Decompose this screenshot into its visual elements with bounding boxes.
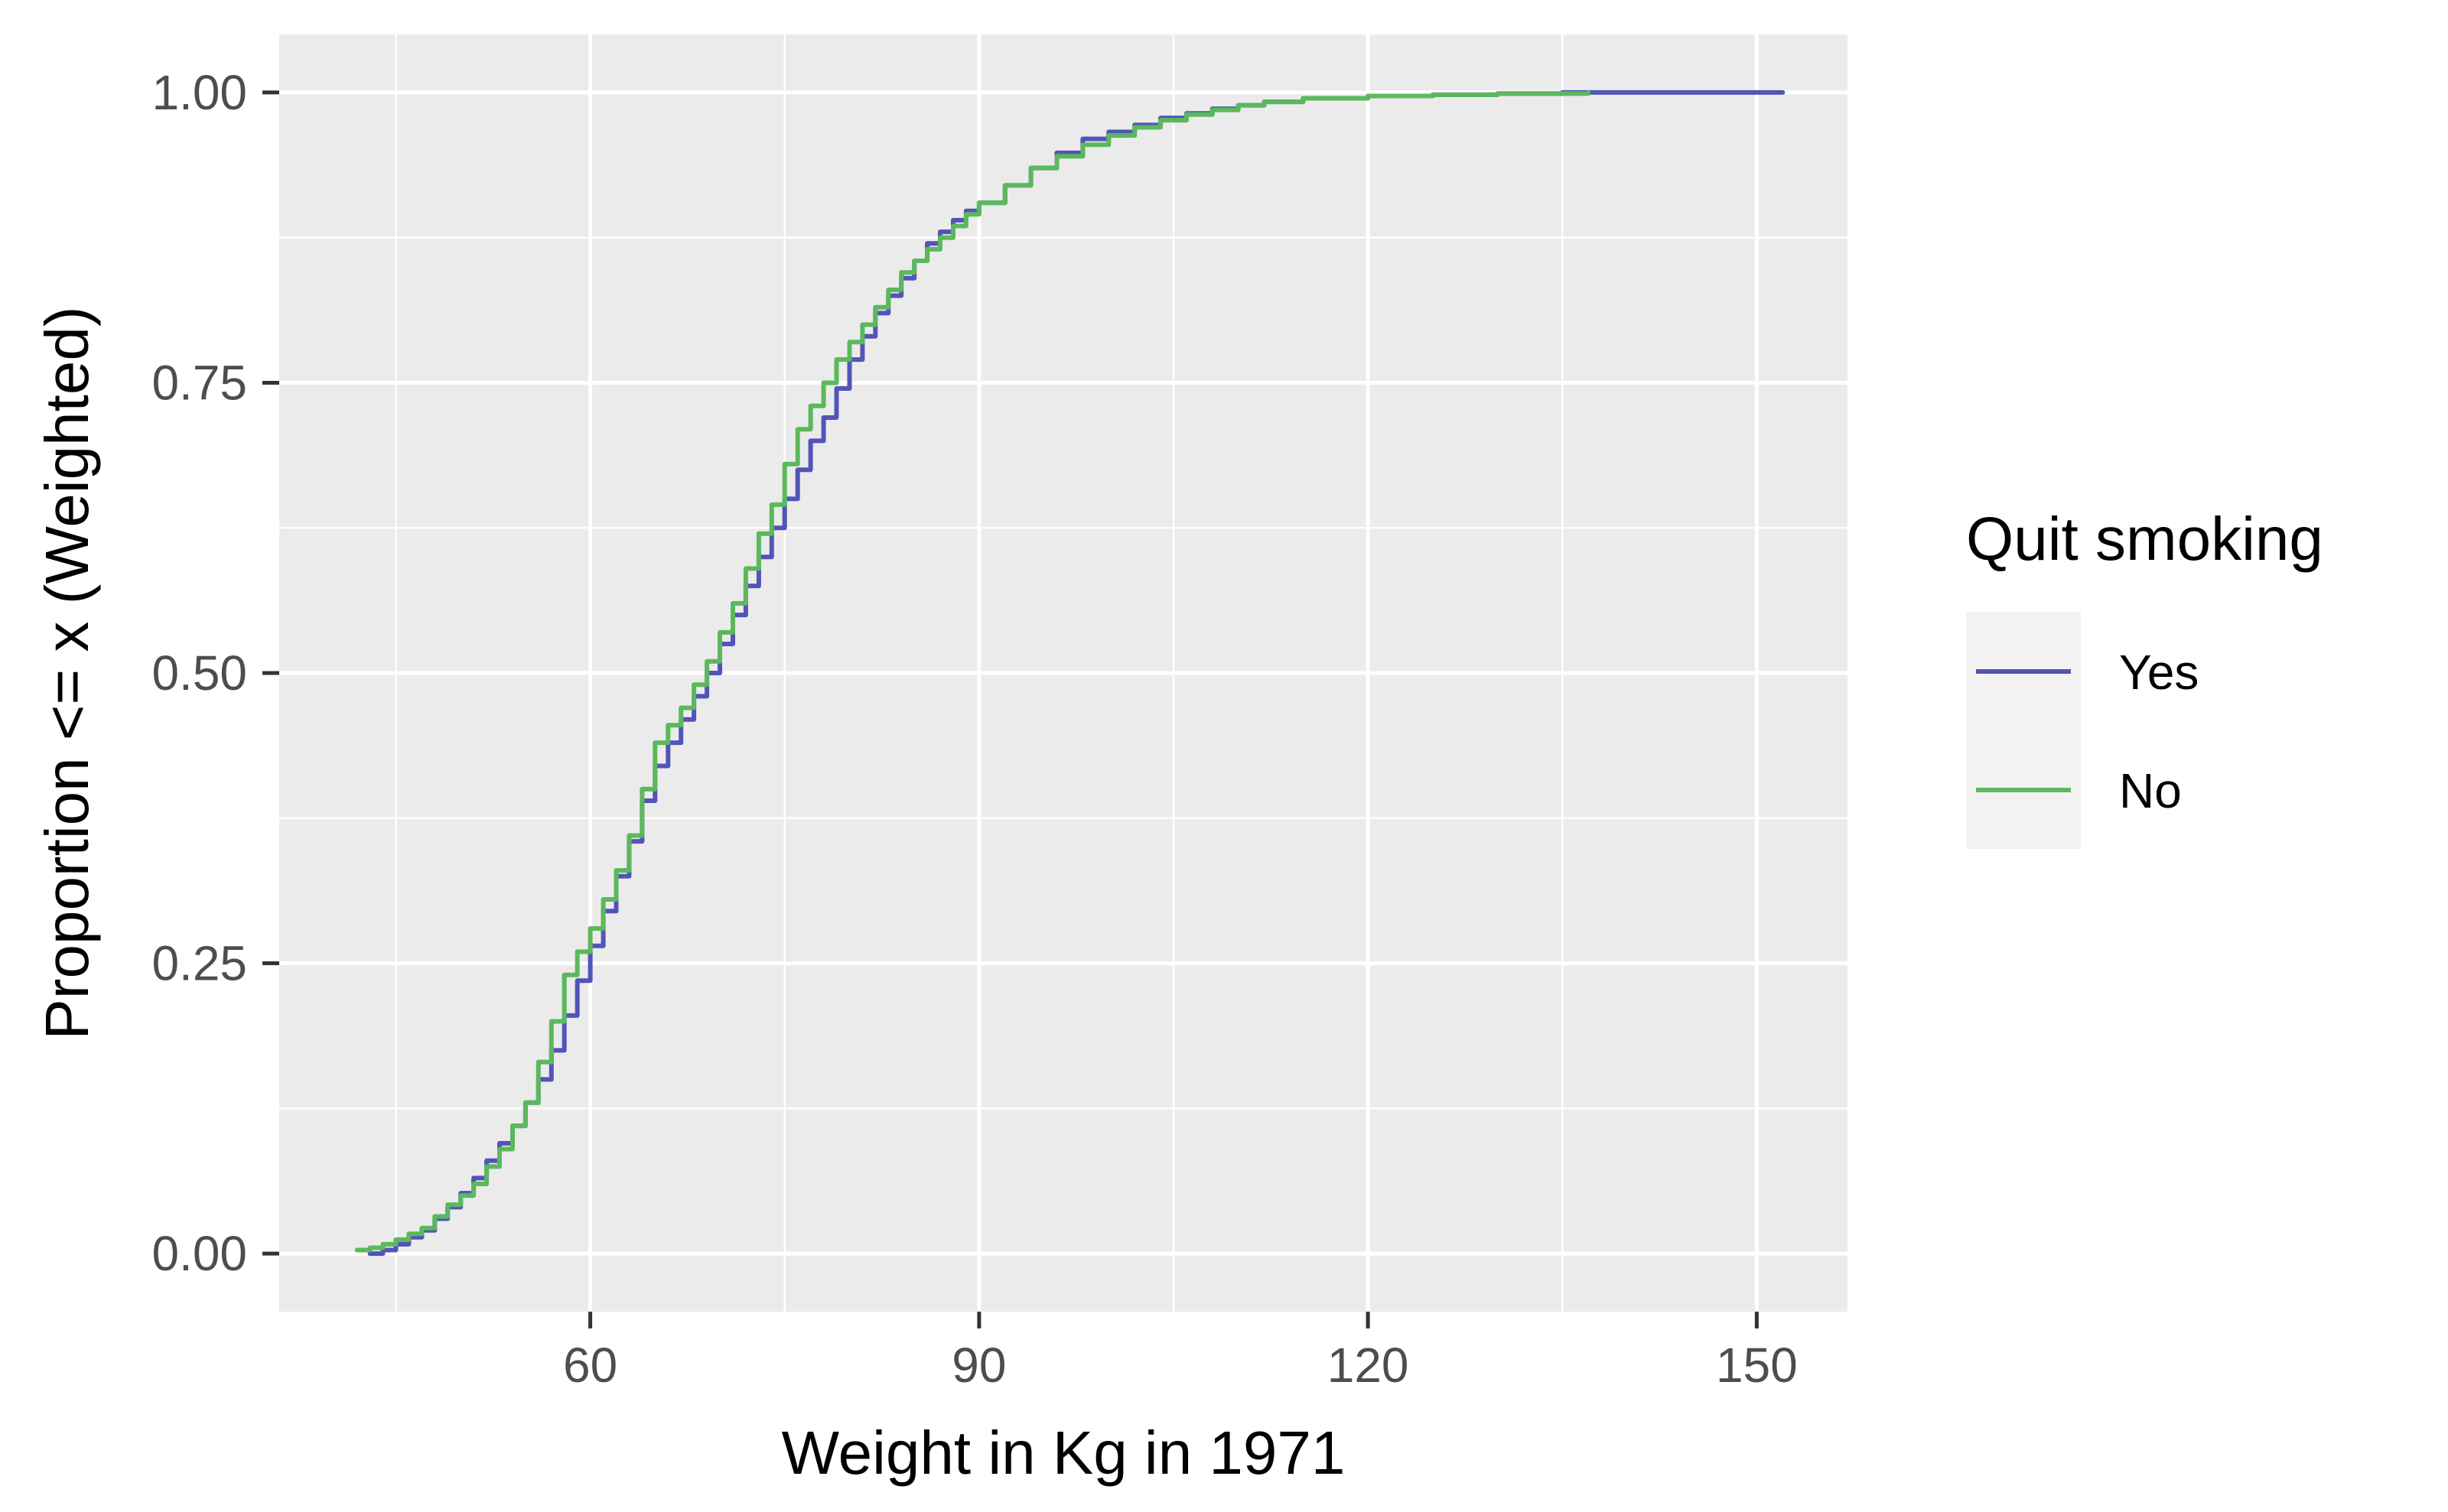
y-axis: 0.00 0.25 0.50 0.75 1.00: [151, 65, 279, 1281]
y-tick-label: 0.00: [151, 1226, 247, 1281]
legend-title: Quit smoking: [1966, 505, 2323, 573]
x-tick-label: 150: [1716, 1338, 1798, 1393]
y-axis-title: Proportion <= x (Weighted): [33, 306, 101, 1039]
y-tick-label: 0.25: [151, 936, 247, 991]
x-tick-label: 120: [1327, 1338, 1409, 1393]
x-axis: 60 90 120 150: [563, 1312, 1798, 1393]
x-axis-title: Weight in Kg in 1971: [782, 1419, 1346, 1487]
legend-label-yes: Yes: [2119, 645, 2199, 700]
y-tick-label: 1.00: [151, 65, 247, 120]
x-tick-label: 90: [952, 1338, 1006, 1393]
legend: Quit smoking Yes No: [1966, 505, 2323, 849]
y-tick-label: 0.75: [151, 355, 247, 410]
legend-label-no: No: [2119, 763, 2182, 818]
y-tick-label: 0.50: [151, 645, 247, 701]
x-tick-label: 60: [563, 1338, 617, 1393]
major-gridlines: [279, 34, 1847, 1312]
series-line-no: [354, 89, 1591, 1253]
legend-key-background: [1966, 612, 2081, 849]
series-lines: [354, 89, 1786, 1257]
